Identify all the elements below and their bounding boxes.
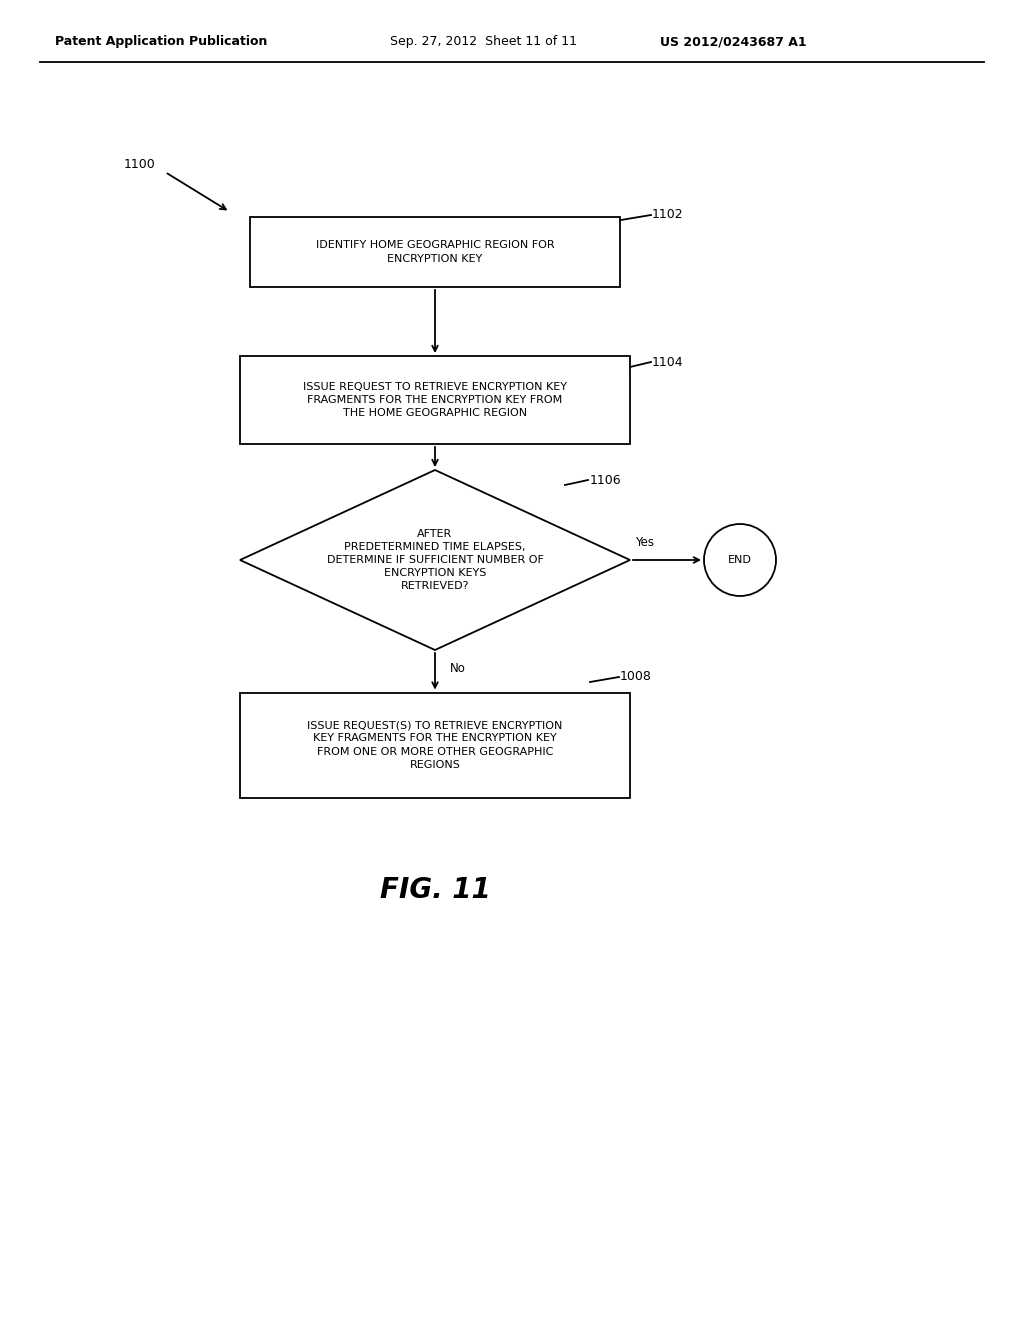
- Text: Sep. 27, 2012  Sheet 11 of 11: Sep. 27, 2012 Sheet 11 of 11: [390, 36, 577, 49]
- Circle shape: [705, 524, 776, 597]
- Text: END: END: [728, 554, 752, 565]
- Text: 1102: 1102: [652, 209, 684, 222]
- Text: Yes: Yes: [635, 536, 654, 549]
- FancyBboxPatch shape: [240, 693, 630, 797]
- Text: IDENTIFY HOME GEOGRAPHIC REGION FOR
ENCRYPTION KEY: IDENTIFY HOME GEOGRAPHIC REGION FOR ENCR…: [315, 240, 554, 264]
- Text: 1104: 1104: [652, 355, 684, 368]
- Text: 1008: 1008: [620, 671, 652, 684]
- Polygon shape: [240, 470, 630, 649]
- FancyBboxPatch shape: [250, 216, 620, 286]
- Text: ISSUE REQUEST(S) TO RETRIEVE ENCRYPTION
KEY FRAGMENTS FOR THE ENCRYPTION KEY
FRO: ISSUE REQUEST(S) TO RETRIEVE ENCRYPTION …: [307, 721, 562, 770]
- Text: 1100: 1100: [123, 158, 155, 172]
- Text: FIG. 11: FIG. 11: [380, 876, 490, 904]
- FancyBboxPatch shape: [240, 356, 630, 444]
- Text: 1106: 1106: [590, 474, 622, 487]
- Text: US 2012/0243687 A1: US 2012/0243687 A1: [660, 36, 807, 49]
- Text: Patent Application Publication: Patent Application Publication: [55, 36, 267, 49]
- Text: ISSUE REQUEST TO RETRIEVE ENCRYPTION KEY
FRAGMENTS FOR THE ENCRYPTION KEY FROM
T: ISSUE REQUEST TO RETRIEVE ENCRYPTION KEY…: [303, 381, 567, 418]
- Text: No: No: [450, 661, 466, 675]
- Text: AFTER
PREDETERMINED TIME ELAPSES,
DETERMINE IF SUFFICIENT NUMBER OF
ENCRYPTION K: AFTER PREDETERMINED TIME ELAPSES, DETERM…: [327, 529, 544, 590]
